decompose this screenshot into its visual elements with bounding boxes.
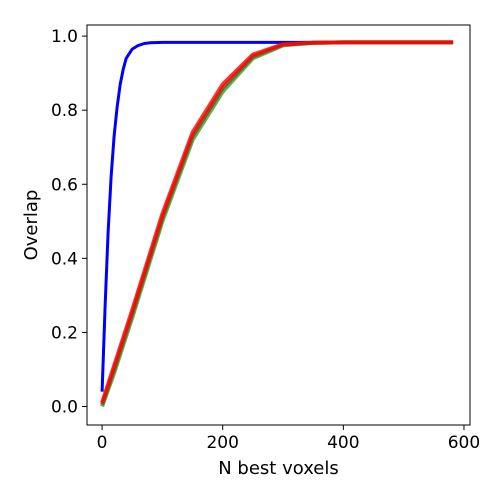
series-line-1	[100, 40, 454, 392]
y-axis-label: Overlap	[21, 190, 42, 261]
x-tick-label: 200	[206, 433, 238, 453]
y-tick-label: 0.4	[51, 249, 78, 269]
series-line-4	[100, 40, 454, 404]
y-tick-label: 0.0	[51, 397, 78, 417]
x-axis-label: N best voxels	[218, 458, 339, 479]
y-tick-label: 1.0	[51, 27, 78, 47]
series-line-3	[100, 40, 454, 406]
x-axis-ticks: 0 200 400 600	[97, 425, 480, 453]
plot-frame	[86, 24, 471, 426]
plot-lines	[100, 40, 454, 408]
x-tick-label: 0	[97, 433, 108, 453]
y-tick-label: 0.8	[51, 101, 78, 121]
series-line-2	[100, 40, 454, 408]
y-axis-ticks: 0.0 0.2 0.4 0.6 0.8 1.0	[51, 27, 87, 417]
y-tick-label: 0.6	[51, 175, 78, 195]
y-tick-label: 0.2	[51, 323, 78, 343]
x-tick-label: 600	[448, 433, 480, 453]
x-tick-label: 400	[327, 433, 359, 453]
